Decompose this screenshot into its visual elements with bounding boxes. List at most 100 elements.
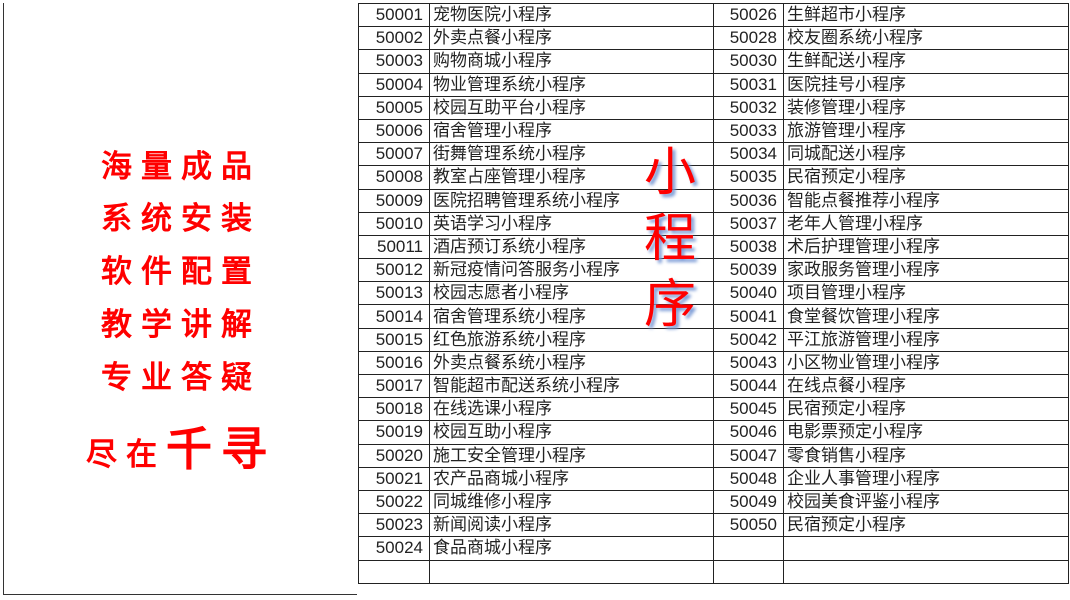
program-id-cell[interactable]: 50001 bbox=[358, 2, 430, 28]
program-name-cell[interactable]: 校园美食评鉴小程序 bbox=[783, 489, 1069, 515]
program-id-cell[interactable]: 50004 bbox=[358, 72, 430, 97]
slogan-emphasis: 千寻 bbox=[166, 422, 276, 476]
program-name-cell[interactable]: 在线点餐小程序 bbox=[783, 373, 1069, 399]
program-id-cell[interactable]: 50040 bbox=[713, 281, 784, 306]
program-id-cell[interactable]: 50008 bbox=[358, 165, 430, 190]
program-id-cell[interactable]: 50005 bbox=[358, 95, 430, 120]
program-name-cell[interactable]: 企业人事管理小程序 bbox=[783, 466, 1069, 491]
program-name-cell[interactable]: 教室占座管理小程序 bbox=[429, 165, 714, 190]
program-name-cell[interactable]: 生鲜配送小程序 bbox=[783, 49, 1069, 74]
program-id-cell[interactable]: 50019 bbox=[358, 420, 430, 445]
program-id-cell[interactable]: 50037 bbox=[713, 211, 784, 236]
program-name-cell[interactable]: 校园互助小程序 bbox=[429, 420, 714, 445]
program-id-cell[interactable]: 50023 bbox=[358, 513, 430, 538]
program-id-cell[interactable]: 50018 bbox=[358, 397, 430, 422]
program-id-cell[interactable]: 50022 bbox=[358, 489, 430, 515]
program-id-cell[interactable]: 50041 bbox=[713, 304, 784, 329]
program-id-cell[interactable]: 50026 bbox=[713, 2, 784, 28]
program-id-cell[interactable]: 50003 bbox=[358, 49, 430, 74]
program-name-cell[interactable]: 民宿预定小程序 bbox=[783, 397, 1069, 422]
program-name-cell[interactable] bbox=[783, 536, 1069, 561]
program-id-cell[interactable]: 50009 bbox=[358, 188, 430, 213]
program-name-cell[interactable]: 旅游管理小程序 bbox=[783, 118, 1069, 144]
program-id-cell[interactable] bbox=[358, 559, 430, 584]
program-id-cell[interactable]: 50013 bbox=[358, 281, 430, 306]
program-name-cell[interactable]: 术后护理管理小程序 bbox=[783, 234, 1069, 260]
program-name-cell[interactable]: 在线选课小程序 bbox=[429, 397, 714, 422]
program-id-cell[interactable]: 50024 bbox=[358, 536, 430, 561]
program-name-cell[interactable]: 食品商城小程序 bbox=[429, 536, 714, 561]
program-name-cell[interactable]: 红色旅游系统小程序 bbox=[429, 327, 714, 352]
program-id-cell[interactable]: 50043 bbox=[713, 350, 784, 376]
program-name-cell[interactable]: 新闻阅读小程序 bbox=[429, 513, 714, 538]
program-id-cell[interactable]: 50050 bbox=[713, 513, 784, 538]
program-id-cell[interactable]: 50034 bbox=[713, 142, 784, 167]
program-name-cell[interactable]: 外卖点餐小程序 bbox=[429, 26, 714, 51]
program-id-cell[interactable]: 50016 bbox=[358, 350, 430, 376]
program-id-cell[interactable]: 50038 bbox=[713, 234, 784, 260]
program-id-cell[interactable]: 50028 bbox=[713, 26, 784, 51]
program-name-cell[interactable]: 民宿预定小程序 bbox=[783, 513, 1069, 538]
program-name-cell[interactable]: 外卖点餐系统小程序 bbox=[429, 350, 714, 376]
program-id-cell[interactable]: 50015 bbox=[358, 327, 430, 352]
program-id-cell[interactable]: 50048 bbox=[713, 466, 784, 491]
program-id-cell[interactable]: 50035 bbox=[713, 165, 784, 190]
program-name-cell[interactable]: 智能超市配送系统小程序 bbox=[429, 373, 714, 399]
program-id-cell[interactable]: 50011 bbox=[358, 234, 430, 260]
program-id-cell[interactable]: 50006 bbox=[358, 118, 430, 144]
program-name-cell[interactable]: 新冠疫情问答服务小程序 bbox=[429, 258, 714, 283]
program-id-cell[interactable]: 50012 bbox=[358, 258, 430, 283]
program-name-cell[interactable]: 英语学习小程序 bbox=[429, 211, 714, 236]
program-name-cell[interactable]: 电影票预定小程序 bbox=[783, 420, 1069, 445]
program-id-cell[interactable]: 50002 bbox=[358, 26, 430, 51]
program-id-cell[interactable]: 50045 bbox=[713, 397, 784, 422]
program-name-cell[interactable]: 食堂餐饮管理小程序 bbox=[783, 304, 1069, 329]
program-id-cell[interactable]: 50021 bbox=[358, 466, 430, 491]
program-id-cell[interactable]: 50049 bbox=[713, 489, 784, 515]
program-id-cell[interactable] bbox=[713, 536, 784, 561]
program-name-cell[interactable]: 宠物医院小程序 bbox=[429, 2, 714, 28]
program-id-cell[interactable]: 50020 bbox=[358, 443, 430, 468]
program-name-cell[interactable]: 家政服务管理小程序 bbox=[783, 258, 1069, 283]
program-id-cell[interactable]: 50030 bbox=[713, 49, 784, 74]
program-id-cell[interactable]: 50046 bbox=[713, 420, 784, 445]
program-name-cell[interactable] bbox=[783, 559, 1069, 584]
program-id-cell[interactable]: 50044 bbox=[713, 373, 784, 399]
program-name-cell[interactable]: 平江旅游管理小程序 bbox=[783, 327, 1069, 352]
program-id-cell[interactable]: 50033 bbox=[713, 118, 784, 144]
program-id-cell[interactable]: 50036 bbox=[713, 188, 784, 213]
program-name-cell[interactable]: 街舞管理系统小程序 bbox=[429, 142, 714, 167]
program-name-cell[interactable]: 购物商城小程序 bbox=[429, 49, 714, 74]
program-name-cell[interactable]: 宿舍管理小程序 bbox=[429, 118, 714, 144]
program-name-cell[interactable]: 装修管理小程序 bbox=[783, 95, 1069, 120]
program-name-cell[interactable]: 智能点餐推荐小程序 bbox=[783, 188, 1069, 213]
program-name-cell[interactable]: 宿舍管理系统小程序 bbox=[429, 304, 714, 329]
program-name-cell[interactable]: 农产品商城小程序 bbox=[429, 466, 714, 491]
program-name-cell[interactable]: 项目管理小程序 bbox=[783, 281, 1069, 306]
program-name-cell[interactable]: 校友圈系统小程序 bbox=[783, 26, 1069, 51]
program-name-cell[interactable]: 物业管理系统小程序 bbox=[429, 72, 714, 97]
program-id-cell[interactable]: 50007 bbox=[358, 142, 430, 167]
table-row: 50017 智能超市配送系统小程序 bbox=[358, 373, 714, 399]
program-name-cell[interactable]: 生鲜超市小程序 bbox=[783, 2, 1069, 28]
program-id-cell[interactable]: 50010 bbox=[358, 211, 430, 236]
program-name-cell[interactable]: 同城维修小程序 bbox=[429, 489, 714, 515]
program-name-cell[interactable]: 零食销售小程序 bbox=[783, 443, 1069, 468]
program-id-cell[interactable]: 50014 bbox=[358, 304, 430, 329]
program-id-cell[interactable]: 50031 bbox=[713, 72, 784, 97]
program-id-cell[interactable]: 50047 bbox=[713, 443, 784, 468]
program-name-cell[interactable]: 同城配送小程序 bbox=[783, 142, 1069, 167]
program-name-cell[interactable]: 医院挂号小程序 bbox=[783, 72, 1069, 97]
program-id-cell[interactable]: 50017 bbox=[358, 373, 430, 399]
program-id-cell[interactable] bbox=[713, 559, 784, 584]
program-name-cell[interactable]: 民宿预定小程序 bbox=[783, 165, 1069, 190]
program-id-cell[interactable]: 50039 bbox=[713, 258, 784, 283]
program-name-cell[interactable]: 老年人管理小程序 bbox=[783, 211, 1069, 236]
program-id-cell[interactable]: 50042 bbox=[713, 327, 784, 352]
program-name-cell[interactable]: 施工安全管理小程序 bbox=[429, 443, 714, 468]
program-id-cell[interactable]: 50032 bbox=[713, 95, 784, 120]
program-name-cell[interactable]: 校园互助平台小程序 bbox=[429, 95, 714, 120]
program-name-cell[interactable] bbox=[429, 559, 714, 584]
program-name-cell[interactable]: 校园志愿者小程序 bbox=[429, 281, 714, 306]
program-name-cell[interactable]: 小区物业管理小程序 bbox=[783, 350, 1069, 376]
